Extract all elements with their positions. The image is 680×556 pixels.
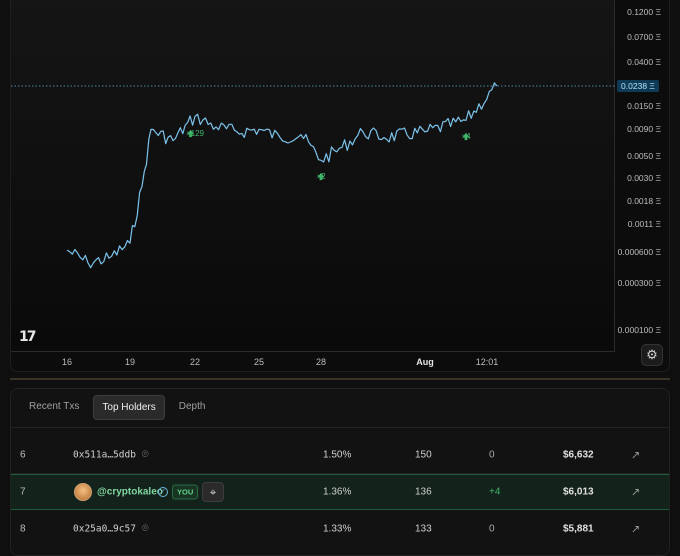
x-tick: 25	[253, 357, 265, 367]
you-badge: YOU	[172, 484, 199, 500]
up-arrow-icon	[462, 133, 470, 141]
holder-change: 0	[489, 449, 495, 461]
holder-amount: 136	[415, 486, 432, 498]
price-line-chart[interactable]	[11, 0, 615, 352]
x-tick: 28	[315, 357, 327, 367]
holder-amount: 133	[415, 523, 432, 535]
chart-plot-area[interactable]: 17 ×129 ×2 ×4	[11, 0, 615, 352]
tradingview-logo: 17	[19, 329, 37, 345]
up-arrow-icon	[186, 129, 195, 137]
y-tick: 0.0700 Ξ	[627, 32, 661, 42]
tab-depth[interactable]: Depth	[178, 401, 206, 412]
current-price-label: 0.0238 Ξ	[617, 80, 659, 92]
holder-rank: 8	[20, 523, 26, 535]
price-axis[interactable]: 0.1200 Ξ 0.0700 Ξ 0.0400 Ξ 0.0150 Ξ 0.00…	[615, 0, 671, 352]
price-chart-panel[interactable]: 17 ×129 ×2 ×4 0.1200 Ξ 0.0700 Ξ 0.0400 Ξ…	[10, 0, 670, 372]
x-tick: 12:01	[475, 357, 499, 367]
y-tick: 0.0018 Ξ	[627, 196, 661, 206]
target-icon[interactable]: ⌖	[202, 482, 224, 502]
divider	[11, 427, 669, 428]
tab-top-holders[interactable]: Top Holders	[93, 395, 165, 420]
holders-panel: Recent Txs Top Holders Depth 6 0x511a…5d…	[10, 388, 670, 556]
table-row[interactable]: 8 0x25a0…9c57 ⌾ 1.33% 133 0 $5,881 ↗	[11, 511, 669, 547]
trade-marker[interactable]: ×4	[461, 132, 470, 141]
tab-bar: Recent Txs Top Holders Depth	[21, 395, 213, 420]
external-link-icon[interactable]: ↗	[631, 449, 641, 462]
trade-marker-label: ×129	[185, 128, 205, 138]
holder-value: $5,881	[563, 523, 594, 535]
external-link-icon[interactable]: ↗	[631, 486, 641, 499]
x-tick: Aug	[416, 357, 434, 367]
holder-rank: 7	[20, 486, 26, 498]
holder-percent: 1.50%	[323, 449, 352, 461]
gear-icon[interactable]: ⚙	[641, 344, 663, 366]
x-tick: 16	[61, 357, 73, 367]
divider	[11, 473, 669, 474]
verified-icon: ✓	[158, 487, 168, 497]
holder-change: 0	[489, 523, 495, 535]
holder-address[interactable]: 0x511a…5ddb	[73, 449, 136, 461]
trade-marker[interactable]: ×2	[316, 172, 325, 181]
y-tick: 0.0030 Ξ	[627, 173, 661, 183]
table-row[interactable]: 6 0x511a…5ddb ⌾ 1.50% 150 0 $6,632 ↗	[11, 437, 669, 473]
avatar[interactable]	[74, 483, 92, 501]
y-tick: 0.000600 Ξ	[617, 247, 661, 257]
table-row-you[interactable]: 7 @cryptokaleo ✓ YOU ⌖ 1.36% 136 +4 $6,0…	[11, 474, 669, 510]
holder-percent: 1.36%	[323, 486, 352, 498]
holder-rank: 6	[20, 449, 26, 461]
y-tick: 0.0400 Ξ	[627, 57, 661, 67]
external-link-icon[interactable]: ↗	[631, 523, 641, 536]
x-tick: 19	[124, 357, 136, 367]
holder-amount: 150	[415, 449, 432, 461]
holder-change: +4	[489, 486, 501, 498]
y-tick: 0.0050 Ξ	[627, 151, 661, 161]
holder-value: $6,632	[563, 449, 594, 461]
y-tick: 0.000300 Ξ	[617, 278, 661, 288]
y-tick: 0.0150 Ξ	[627, 101, 661, 111]
copy-icon[interactable]: ⌾	[142, 522, 149, 535]
holder-value: $6,013	[563, 486, 594, 498]
up-arrow-icon	[317, 173, 325, 181]
y-tick: 0.0090 Ξ	[627, 124, 661, 134]
y-tick: 0.0011 Ξ	[627, 219, 661, 229]
holder-address[interactable]: 0x25a0…9c57	[73, 523, 136, 535]
time-axis[interactable]: 16 19 22 25 28 Aug 12:01	[11, 352, 615, 372]
y-tick: 0.000100 Ξ	[617, 325, 661, 335]
y-tick: 0.1200 Ξ	[627, 7, 661, 17]
copy-icon[interactable]: ⌾	[142, 448, 149, 461]
holder-username[interactable]: @cryptokaleo	[97, 486, 163, 498]
holder-percent: 1.33%	[323, 523, 352, 535]
price-line	[66, 82, 498, 269]
tab-recent-txs[interactable]: Recent Txs	[29, 401, 80, 412]
panel-divider	[10, 378, 670, 380]
trade-marker[interactable]: ×129	[186, 129, 204, 138]
x-tick: 22	[189, 357, 201, 367]
